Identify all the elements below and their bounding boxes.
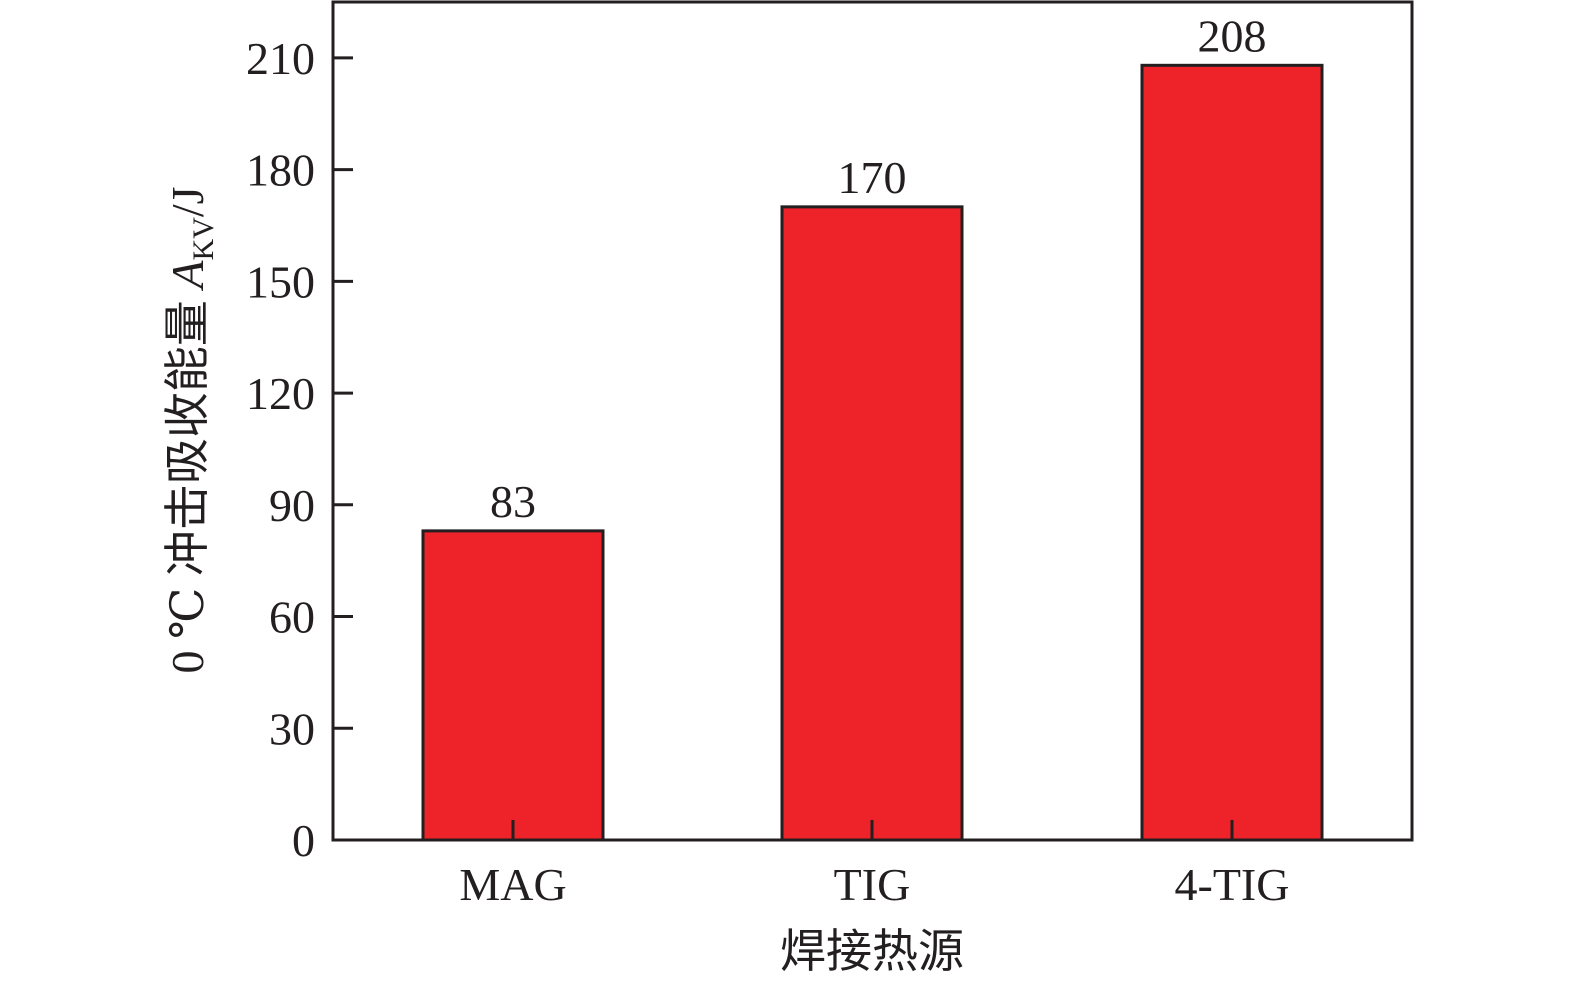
x-tick-label: MAG xyxy=(459,859,566,910)
y-axis: 0 30 60 90 120 150 180 210 xyxy=(246,33,353,866)
bar-mag xyxy=(421,529,605,842)
y-tick-label: 180 xyxy=(246,145,315,196)
y-tick-label: 30 xyxy=(269,703,315,754)
bars-layer xyxy=(421,63,1324,842)
bar-4-tig xyxy=(1140,63,1324,842)
y-axis-title-subscript: KV xyxy=(187,217,220,261)
y-tick-label: 60 xyxy=(269,592,315,643)
y-tick-label: 150 xyxy=(246,256,315,307)
y-tick-label: 120 xyxy=(246,368,315,419)
y-axis-title-symbol: A xyxy=(162,260,213,292)
data-label-mag: 83 xyxy=(490,476,536,527)
y-axis-title-prefix: 0 ℃ 冲击吸收能量 xyxy=(162,289,213,674)
x-axis-title: 焊接热源 xyxy=(780,926,964,977)
x-axis: MAG TIG 4-TIG xyxy=(459,820,1289,910)
data-label-4-tig: 208 xyxy=(1198,10,1267,61)
y-axis-title: 0 ℃ 冲击吸收能量 AKV/J xyxy=(162,186,220,673)
bar-tig xyxy=(780,205,964,842)
x-tick-label: TIG xyxy=(834,859,911,910)
x-tick-label: 4-TIG xyxy=(1175,859,1290,910)
data-label-tig: 170 xyxy=(838,152,907,203)
data-labels: 83 170 208 xyxy=(490,10,1267,527)
y-tick-label: 210 xyxy=(246,33,315,84)
y-tick-label: 0 xyxy=(292,815,315,866)
y-axis-title-unit: /J xyxy=(162,186,213,217)
y-tick-label: 90 xyxy=(269,480,315,531)
